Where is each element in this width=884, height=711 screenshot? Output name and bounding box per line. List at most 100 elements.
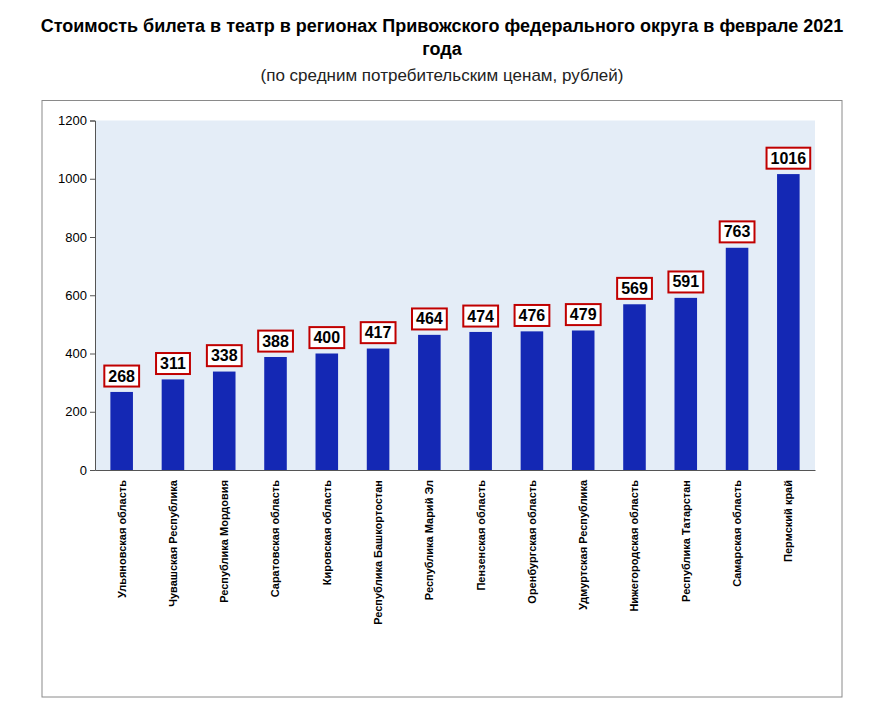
- x-tick-label: Пермский край: [782, 480, 794, 562]
- data-label: 591: [668, 271, 703, 292]
- bar: [726, 248, 749, 470]
- x-tick: Республика Марий Эл: [423, 470, 435, 600]
- y-tick-mark: [90, 179, 95, 180]
- x-tick-label: Чувашская Республика: [167, 479, 179, 607]
- x-tick: Пензенская область: [474, 470, 486, 591]
- bar: [367, 349, 390, 470]
- data-label: 417: [361, 322, 396, 343]
- bar: [162, 379, 185, 470]
- y-axis: 020040060080010001200: [58, 113, 95, 478]
- y-tick: 1200: [58, 113, 95, 128]
- x-tick: Нижегородская область: [628, 470, 640, 612]
- x-tick: Республика Мордовия: [218, 470, 230, 603]
- x-tick: Республика Татарстан: [680, 470, 692, 602]
- data-label: 476: [515, 305, 550, 326]
- data-label-text: 464: [416, 310, 443, 327]
- x-axis: Ульяновская область Чувашская Республика Р…: [96, 470, 816, 625]
- y-tick-label: 800: [65, 230, 87, 245]
- data-label-text: 476: [519, 307, 546, 324]
- y-tick-mark: [90, 354, 95, 355]
- data-label-box: [767, 148, 811, 169]
- data-label-box: [207, 345, 242, 366]
- data-label: 388: [258, 331, 293, 352]
- y-tick: 800: [65, 230, 95, 245]
- data-label: 569: [617, 278, 652, 299]
- data-label: 763: [720, 221, 755, 242]
- x-tick: Ульяновская область: [116, 470, 128, 598]
- x-tick: Республика Башкортостан: [372, 470, 384, 625]
- data-label-box: [309, 327, 344, 348]
- data-label-box: [720, 221, 755, 242]
- data-label-text: 338: [211, 347, 238, 364]
- y-tick-label: 400: [65, 346, 87, 361]
- y-tick-label: 1000: [58, 171, 87, 186]
- x-tick-label: Кировская область: [321, 480, 333, 585]
- x-tick-label: Самарская область: [731, 480, 743, 587]
- bar: [264, 357, 287, 470]
- plot-background: [95, 121, 815, 471]
- y-tick-mark: [90, 237, 95, 238]
- x-tick: Саратовская область: [269, 470, 281, 597]
- data-label-box: [463, 306, 498, 327]
- data-label-box: [104, 366, 139, 387]
- data-label-box: [668, 271, 703, 292]
- x-tick-label: Республика Мордовия: [218, 480, 230, 603]
- chart: Стоимость билета в театр в регионах Прив…: [0, 0, 884, 711]
- y-tick: 600: [65, 288, 95, 303]
- y-tick-label: 1200: [58, 113, 87, 128]
- x-tick-label: Удмуртская Республика: [577, 479, 589, 610]
- data-label-text: 417: [365, 324, 392, 341]
- x-tick: Пермский край: [782, 470, 794, 562]
- title: Стоимость билета в театр в регионах Прив…: [41, 16, 844, 59]
- x-tick-label: Оренбургская область: [526, 480, 538, 604]
- y-tick-label: 200: [65, 404, 87, 419]
- data-label-text: 479: [570, 306, 597, 323]
- x-tick-label: Пензенская область: [474, 480, 486, 591]
- data-label: 474: [463, 306, 498, 327]
- data-label-text: 569: [621, 280, 648, 297]
- x-tick: Кировская область: [321, 470, 333, 585]
- data-label-box: [156, 353, 190, 374]
- bar: [572, 330, 595, 470]
- x-tick: Чувашская Республика: [167, 470, 179, 607]
- data-label-text: 763: [724, 223, 751, 240]
- data-label-box: [258, 331, 293, 352]
- data-label: 338: [207, 345, 242, 366]
- y-tick-mark: [90, 295, 95, 296]
- x-tick-label: Нижегородская область: [628, 480, 640, 612]
- frame: [42, 101, 842, 698]
- data-label-text: 268: [108, 368, 135, 385]
- data-label-box: [617, 278, 652, 299]
- y-tick-mark: [90, 470, 95, 471]
- bar: [418, 335, 441, 470]
- x-tick-label: Республика Марий Эл: [423, 480, 435, 600]
- x-tick-label: Республика Башкортостан: [372, 480, 384, 625]
- bar: [213, 372, 236, 470]
- bar: [623, 304, 646, 470]
- y-tick: 400: [65, 346, 95, 361]
- x-tick: Оренбургская область: [526, 470, 538, 604]
- data-label: 479: [566, 304, 601, 325]
- data-label: 400: [309, 327, 344, 348]
- subtitle: (по средним потребительским ценам, рубле…: [261, 66, 624, 85]
- y-tick: 200: [65, 404, 95, 419]
- x-axis-line: [96, 470, 816, 471]
- bar: [674, 298, 697, 470]
- data-label-box: [412, 308, 447, 329]
- x-tick-label: Республика Татарстан: [680, 480, 692, 602]
- data-label: 311: [156, 353, 190, 374]
- bars: [110, 174, 799, 470]
- data-label-box: [515, 305, 550, 326]
- x-tick: Удмуртская Республика: [577, 470, 589, 610]
- y-tick-label: 600: [65, 288, 87, 303]
- data-labels: 268 311 338 388 400 417 464 474 476 479 569 591 763 1…: [104, 148, 810, 387]
- y-tick: 1000: [58, 171, 95, 186]
- data-label-text: 400: [313, 329, 340, 346]
- data-label: 268: [104, 366, 139, 387]
- data-label-text: 388: [262, 333, 289, 350]
- bar: [777, 174, 800, 470]
- bar: [316, 354, 339, 471]
- data-label: 1016: [767, 148, 811, 169]
- data-label-text: 474: [467, 308, 494, 325]
- x-tick: Самарская область: [731, 470, 743, 587]
